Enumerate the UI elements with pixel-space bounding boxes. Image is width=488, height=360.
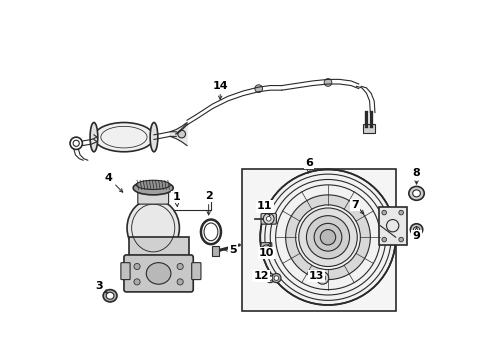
Circle shape: [306, 216, 349, 259]
Circle shape: [254, 85, 262, 93]
Circle shape: [260, 170, 395, 305]
Circle shape: [271, 274, 281, 283]
Text: 7: 7: [350, 200, 363, 214]
Text: 10: 10: [258, 243, 274, 258]
Circle shape: [134, 264, 140, 270]
Ellipse shape: [136, 180, 170, 189]
Circle shape: [177, 264, 183, 270]
Circle shape: [381, 237, 386, 242]
Ellipse shape: [413, 227, 419, 232]
Text: 9: 9: [412, 227, 420, 241]
Text: 14: 14: [212, 81, 227, 99]
FancyBboxPatch shape: [378, 207, 406, 245]
FancyBboxPatch shape: [138, 192, 168, 204]
Text: 3: 3: [95, 281, 107, 293]
Ellipse shape: [103, 289, 117, 302]
Circle shape: [398, 210, 403, 215]
FancyBboxPatch shape: [123, 255, 193, 292]
Text: 6: 6: [304, 158, 312, 173]
Circle shape: [178, 130, 185, 138]
Circle shape: [319, 275, 325, 281]
Ellipse shape: [412, 190, 420, 197]
Circle shape: [265, 274, 274, 283]
FancyBboxPatch shape: [128, 237, 188, 260]
Circle shape: [316, 272, 328, 284]
Circle shape: [324, 78, 331, 86]
Ellipse shape: [127, 199, 179, 257]
FancyBboxPatch shape: [211, 247, 219, 256]
Circle shape: [274, 276, 278, 280]
Ellipse shape: [90, 122, 98, 152]
Circle shape: [263, 213, 274, 224]
Circle shape: [261, 245, 270, 254]
Ellipse shape: [150, 122, 158, 152]
Circle shape: [177, 279, 183, 285]
Circle shape: [267, 276, 272, 280]
FancyBboxPatch shape: [191, 263, 201, 280]
Bar: [241, 169, 395, 311]
Circle shape: [313, 223, 341, 251]
FancyBboxPatch shape: [362, 124, 374, 133]
Ellipse shape: [203, 223, 218, 241]
Circle shape: [398, 237, 403, 242]
FancyBboxPatch shape: [261, 213, 276, 224]
Text: 2: 2: [204, 191, 212, 215]
Circle shape: [381, 210, 386, 215]
Text: 1: 1: [172, 192, 180, 207]
Ellipse shape: [408, 186, 424, 200]
Circle shape: [134, 279, 140, 285]
Circle shape: [264, 247, 268, 252]
Text: 8: 8: [412, 167, 420, 184]
Text: 13: 13: [308, 271, 324, 281]
Circle shape: [320, 230, 335, 245]
Text: 12: 12: [253, 271, 270, 281]
FancyBboxPatch shape: [261, 243, 271, 256]
Circle shape: [298, 208, 357, 266]
Text: 11: 11: [257, 202, 272, 216]
Text: 5: 5: [224, 244, 237, 255]
Ellipse shape: [146, 263, 171, 284]
Polygon shape: [170, 122, 187, 145]
Ellipse shape: [409, 224, 422, 235]
Ellipse shape: [133, 181, 173, 195]
Circle shape: [266, 216, 270, 221]
Ellipse shape: [94, 122, 154, 152]
Text: 4: 4: [104, 173, 122, 192]
Ellipse shape: [106, 292, 114, 299]
FancyBboxPatch shape: [121, 263, 130, 280]
